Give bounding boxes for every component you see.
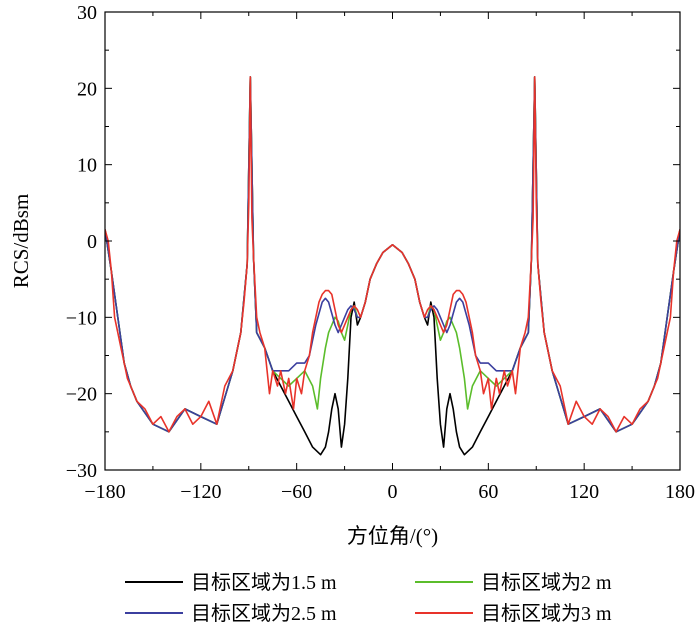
- series-line-1: [105, 76, 680, 456]
- x-tick-label: −120: [180, 481, 221, 503]
- y-tick-label: −30: [66, 460, 97, 482]
- x-tick-label: 120: [569, 481, 599, 503]
- x-tick-label: 0: [388, 481, 398, 503]
- x-tick-label: −60: [281, 481, 312, 503]
- series-line-3: [105, 76, 680, 433]
- y-axis-title: RCS/dBsm: [9, 194, 33, 289]
- y-tick-label: 0: [87, 231, 97, 253]
- legend-label: 目标区域为2 m: [481, 571, 612, 594]
- legend-label: 目标区域为1.5 m: [191, 571, 337, 594]
- x-tick-label: −180: [84, 481, 125, 503]
- x-tick-label: 60: [478, 481, 498, 503]
- y-tick-label: 10: [77, 155, 97, 177]
- y-tick-label: −10: [66, 307, 97, 329]
- ticks-layer: −180 −120 −60 0 60 120 180 −30 −20 −10 0 10 20 30: [66, 2, 695, 503]
- legend: 目标区域为1.5 m 目标区域为2 m 目标区域为2.5 m 目标区域为3 m: [125, 571, 612, 625]
- plot-frame: [104, 11, 681, 471]
- series-line-2: [105, 76, 680, 433]
- series-layer: [105, 76, 680, 456]
- y-tick-label: −20: [66, 384, 97, 406]
- x-tick-label: 180: [665, 481, 695, 503]
- legend-label: 目标区域为2.5 m: [191, 602, 337, 625]
- y-tick-label: 20: [77, 78, 97, 100]
- legend-label: 目标区域为3 m: [481, 602, 612, 625]
- x-axis-title: 方位角/(°): [347, 524, 438, 548]
- y-tick-label: 30: [77, 2, 97, 24]
- series-line-4: [105, 76, 680, 433]
